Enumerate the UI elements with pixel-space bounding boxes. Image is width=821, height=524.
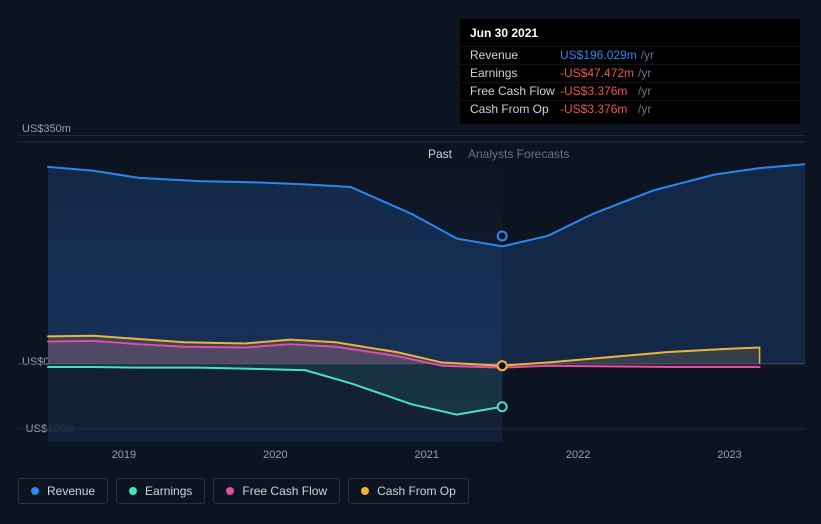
tooltip-label: Revenue: [470, 47, 560, 64]
tooltip-value: US$196.029m: [560, 47, 637, 64]
legend-item-cfo[interactable]: Cash From Op: [348, 478, 469, 504]
x-tick-2023: 2023: [717, 449, 741, 461]
legend-item-revenue[interactable]: Revenue: [18, 478, 108, 504]
tooltip-label: Cash From Op: [470, 101, 560, 118]
legend-label: Earnings: [145, 484, 192, 498]
legend-swatch: [129, 487, 137, 495]
legend-swatch: [226, 487, 234, 495]
tooltip-date: Jun 30 2021: [460, 25, 800, 46]
tooltip-value: -US$47.472m: [560, 65, 634, 82]
tooltip-row-earnings: Earnings -US$47.472m /yr: [460, 64, 800, 82]
tooltip-value: -US$3.376m: [560, 83, 634, 100]
tooltip-value: -US$3.376m: [560, 101, 634, 118]
x-tick-2021: 2021: [415, 449, 439, 461]
legend-swatch: [361, 487, 369, 495]
legend-swatch: [31, 487, 39, 495]
legend-label: Cash From Op: [377, 484, 456, 498]
tooltip-row-fcf: Free Cash Flow -US$3.376m /yr: [460, 82, 800, 100]
legend-label: Revenue: [47, 484, 95, 498]
chart-svg: [18, 124, 805, 460]
legend-item-earnings[interactable]: Earnings: [116, 478, 205, 504]
legend-label: Free Cash Flow: [242, 484, 327, 498]
chart-tooltip: Jun 30 2021 Revenue US$196.029m /yr Earn…: [460, 19, 800, 124]
tooltip-row-cfo: Cash From Op -US$3.376m /yr: [460, 100, 800, 118]
tooltip-label: Free Cash Flow: [470, 83, 560, 100]
legend: Revenue Earnings Free Cash Flow Cash Fro…: [18, 478, 469, 504]
tooltip-label: Earnings: [470, 65, 560, 82]
legend-item-fcf[interactable]: Free Cash Flow: [213, 478, 340, 504]
x-tick-2020: 2020: [263, 449, 287, 461]
tooltip-unit: /yr: [634, 83, 651, 100]
x-tick-2019: 2019: [112, 449, 136, 461]
x-tick-2022: 2022: [566, 449, 590, 461]
tooltip-unit: /yr: [634, 101, 651, 118]
tooltip-unit: /yr: [634, 65, 651, 82]
tooltip-row-revenue: Revenue US$196.029m /yr: [460, 46, 800, 64]
tooltip-unit: /yr: [637, 47, 654, 64]
chart-area[interactable]: [18, 124, 805, 460]
